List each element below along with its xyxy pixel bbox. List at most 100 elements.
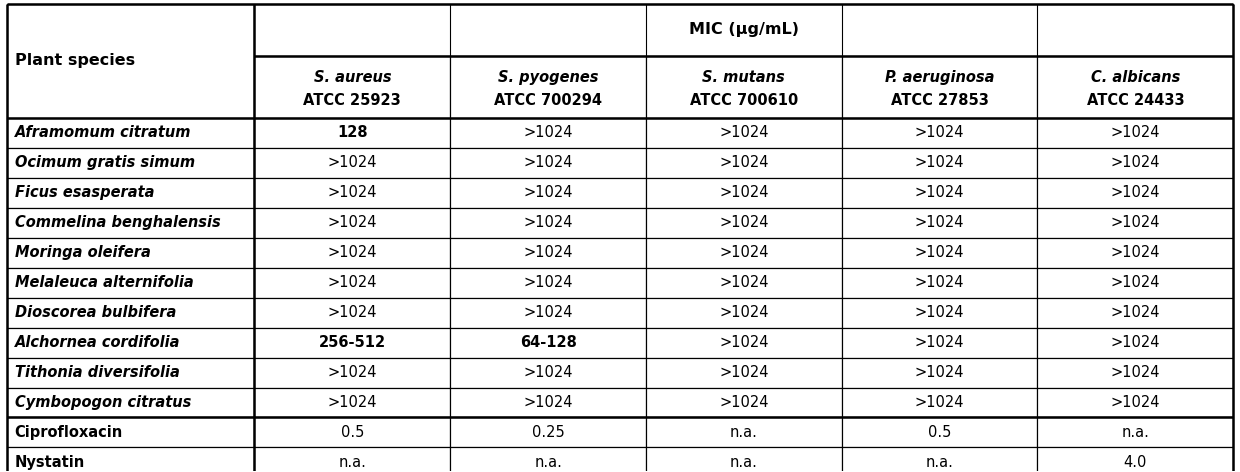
Text: >1024: >1024 [719, 215, 769, 230]
Bar [646, 56, 842, 118]
Bar [6, 388, 254, 418]
Text: >1024: >1024 [327, 395, 377, 410]
Bar [254, 118, 450, 148]
Bar [646, 148, 842, 178]
Text: 0.25: 0.25 [532, 425, 564, 440]
Text: >1024: >1024 [523, 275, 573, 290]
Text: >1024: >1024 [1111, 335, 1161, 350]
Bar [842, 447, 1038, 472]
Text: >1024: >1024 [719, 245, 769, 260]
Text: >1024: >1024 [523, 395, 573, 410]
Text: ATCC 700294: ATCC 700294 [494, 93, 603, 108]
Text: >1024: >1024 [327, 245, 377, 260]
Bar [646, 388, 842, 418]
Text: 256-512: 256-512 [319, 335, 386, 350]
Bar [6, 208, 254, 238]
Bar [6, 328, 254, 358]
Text: Tithonia diversifolia: Tithonia diversifolia [15, 365, 180, 380]
Text: ATCC 25923: ATCC 25923 [304, 93, 402, 108]
Text: >1024: >1024 [915, 185, 965, 200]
Text: >1024: >1024 [1111, 305, 1161, 320]
Bar [254, 418, 450, 447]
Bar [1038, 208, 1234, 238]
Bar [842, 328, 1038, 358]
Bar [6, 118, 254, 148]
Bar [450, 418, 646, 447]
Text: >1024: >1024 [327, 185, 377, 200]
Bar [842, 56, 1038, 118]
Text: 0.5: 0.5 [928, 425, 951, 440]
Bar [1038, 56, 1234, 118]
Bar [450, 238, 646, 268]
Text: P. aeruginosa: P. aeruginosa [885, 70, 994, 85]
Bar [1038, 118, 1234, 148]
Text: n.a.: n.a. [1121, 425, 1149, 440]
Bar [646, 178, 842, 208]
Bar [254, 148, 450, 178]
Text: >1024: >1024 [719, 365, 769, 380]
Bar [1038, 358, 1234, 388]
Bar [842, 268, 1038, 298]
Bar [254, 238, 450, 268]
Text: >1024: >1024 [327, 365, 377, 380]
Text: >1024: >1024 [915, 245, 965, 260]
Bar [646, 447, 842, 472]
Text: Ocimum gratis simum: Ocimum gratis simum [15, 155, 195, 170]
Bar [842, 148, 1038, 178]
Bar [254, 178, 450, 208]
Text: n.a.: n.a. [339, 455, 366, 470]
Bar [1038, 178, 1234, 208]
Bar [6, 358, 254, 388]
Text: >1024: >1024 [719, 275, 769, 290]
Text: >1024: >1024 [523, 185, 573, 200]
Text: Aframomum citratum: Aframomum citratum [15, 126, 191, 140]
Text: Nystatin: Nystatin [15, 455, 86, 470]
Bar [1038, 447, 1234, 472]
Bar [646, 358, 842, 388]
Text: >1024: >1024 [523, 155, 573, 170]
Text: ATCC 700610: ATCC 700610 [689, 93, 799, 108]
Bar [1038, 148, 1234, 178]
Text: 4.0: 4.0 [1123, 455, 1147, 470]
Bar [646, 418, 842, 447]
Bar [646, 238, 842, 268]
Text: >1024: >1024 [523, 305, 573, 320]
Bar [842, 238, 1038, 268]
Text: >1024: >1024 [1111, 245, 1161, 260]
Text: >1024: >1024 [1111, 185, 1161, 200]
Text: Cymbopogon citratus: Cymbopogon citratus [15, 395, 191, 410]
Bar [450, 298, 646, 328]
Text: >1024: >1024 [719, 305, 769, 320]
Bar [842, 298, 1038, 328]
Bar [842, 388, 1038, 418]
Text: ATCC 24433: ATCC 24433 [1086, 93, 1184, 108]
Text: 128: 128 [337, 126, 367, 140]
Text: Alchornea cordifolia: Alchornea cordifolia [15, 335, 180, 350]
Bar [646, 118, 842, 148]
Bar [450, 447, 646, 472]
Text: >1024: >1024 [523, 215, 573, 230]
Text: >1024: >1024 [1111, 395, 1161, 410]
Bar [646, 328, 842, 358]
Text: >1024: >1024 [915, 335, 965, 350]
Text: n.a.: n.a. [730, 455, 758, 470]
Bar [254, 298, 450, 328]
Text: n.a.: n.a. [730, 425, 758, 440]
Text: >1024: >1024 [719, 185, 769, 200]
Text: Plant species: Plant species [15, 53, 135, 68]
Bar [450, 208, 646, 238]
Bar [646, 268, 842, 298]
Text: 64-128: 64-128 [520, 335, 577, 350]
Bar [450, 358, 646, 388]
Text: >1024: >1024 [1111, 215, 1161, 230]
Bar [450, 148, 646, 178]
Bar [646, 298, 842, 328]
Bar [254, 447, 450, 472]
Bar [254, 208, 450, 238]
Bar [646, 208, 842, 238]
Text: S. mutans: S. mutans [703, 70, 785, 85]
Text: >1024: >1024 [327, 305, 377, 320]
Bar [1038, 238, 1234, 268]
Text: ATCC 27853: ATCC 27853 [890, 93, 988, 108]
Bar [254, 56, 450, 118]
